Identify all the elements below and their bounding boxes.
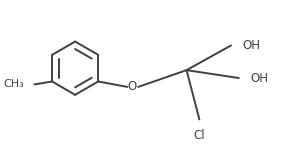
- Text: O: O: [128, 80, 137, 93]
- Text: OH: OH: [243, 39, 261, 52]
- Text: OH: OH: [251, 71, 269, 85]
- Text: CH₃: CH₃: [4, 79, 24, 90]
- Text: Cl: Cl: [194, 129, 205, 142]
